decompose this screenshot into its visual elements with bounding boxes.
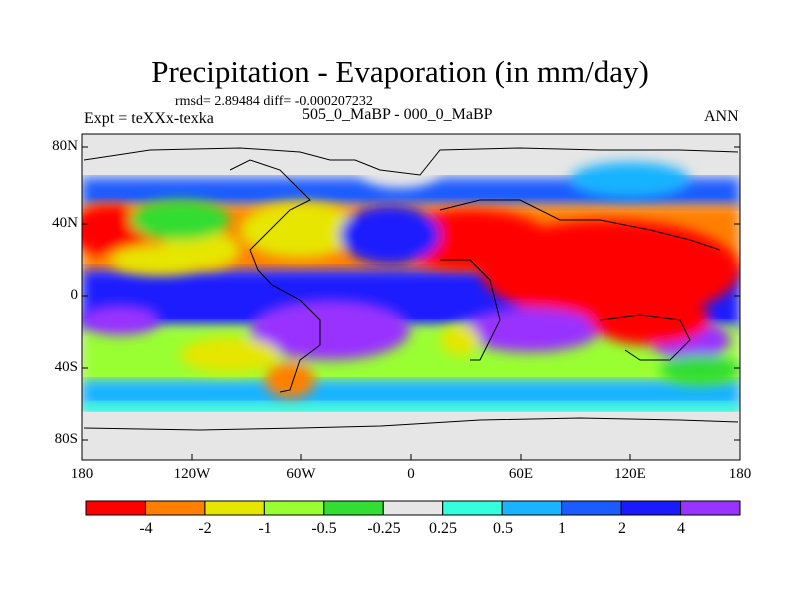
colorbar-label: 0.25 xyxy=(429,520,457,537)
colorbar-label: -0.5 xyxy=(311,520,337,537)
colorbar-label: 1 xyxy=(558,520,566,537)
lat-label-40n: 40N xyxy=(52,215,78,231)
lon-label-120e: 120E xyxy=(614,466,646,482)
colorbar-swatch xyxy=(323,500,384,516)
map-title: Precipitation - Evaporation (in mm/day) xyxy=(151,54,649,89)
colorbar-swatch xyxy=(144,500,206,516)
colorbar-swatch xyxy=(620,500,682,516)
precip-field xyxy=(82,134,740,460)
lat-label-80n: 80N xyxy=(52,138,78,154)
colorbar-swatch xyxy=(501,500,563,516)
lon-label-120w: 120W xyxy=(173,466,211,482)
colorbar-swatch xyxy=(263,500,325,516)
stats-text: rmsd= 2.89484 diff= -0.000207232 xyxy=(175,94,373,109)
colorbar-swatch xyxy=(680,500,741,516)
colorbar-label: -4 xyxy=(139,520,153,537)
colorbar-swatch xyxy=(204,500,265,516)
colorbar-label: -1 xyxy=(258,520,272,537)
colorbar-swatch xyxy=(85,500,146,516)
lon-label-60e: 60E xyxy=(508,466,534,482)
period-label: 505_0_MaBP - 000_0_MaBP xyxy=(302,106,493,123)
colorbar-label: -0.25 xyxy=(367,520,401,537)
colorbar-label: 2 xyxy=(618,520,626,537)
colorbar-label: 0.5 xyxy=(493,520,513,537)
lon-label-60w: 60W xyxy=(286,466,316,482)
colorbar-swatch xyxy=(442,500,503,516)
colorbar-swatch xyxy=(382,500,444,516)
experiment-label: Expt = teXXx-texka xyxy=(84,110,214,127)
axis-ticks xyxy=(81,146,741,460)
lat-label-0: 0 xyxy=(70,287,79,303)
lat-label-40s: 40S xyxy=(54,359,78,375)
colorbar-swatch xyxy=(561,500,622,516)
season-label: ANN xyxy=(704,108,739,125)
colorbar-label: 4 xyxy=(677,520,685,537)
colorbar xyxy=(85,500,741,516)
lon-label-0: 0 xyxy=(407,466,415,482)
colorbar-label: -2 xyxy=(198,520,212,537)
lon-label-180e: 180 xyxy=(728,466,752,482)
lon-label-180w: 180 xyxy=(70,466,94,482)
lat-label-80s: 80S xyxy=(54,431,78,447)
